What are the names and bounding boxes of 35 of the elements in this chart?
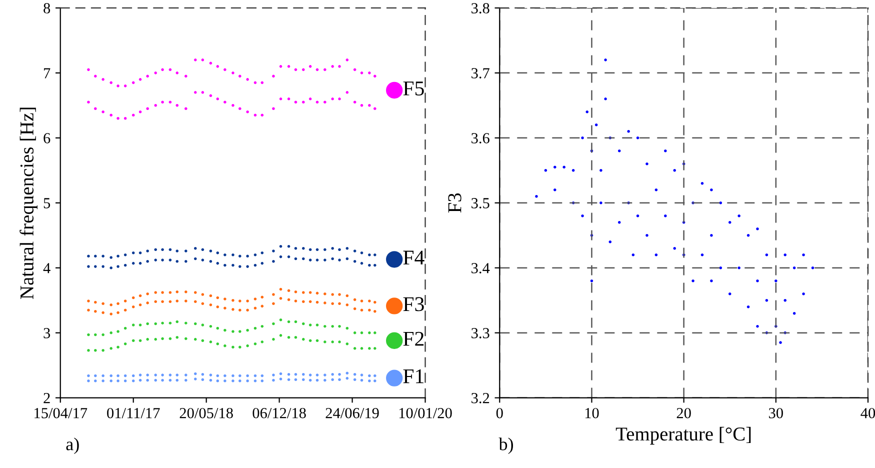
x-tick-label: 10: [585, 408, 599, 418]
legend-label: F2: [403, 332, 424, 346]
y-tick-label: 2: [44, 392, 50, 404]
x-tick-label: 15/04/17: [34, 408, 88, 418]
y-tick-label: 5: [44, 198, 50, 208]
y-tick-label: 3.3: [472, 328, 490, 338]
y-axis-title: F3: [448, 193, 462, 213]
y-tick-label: 3.8: [472, 3, 490, 14]
x-tick-label: 10/01/20: [399, 408, 452, 418]
y-tick-label: 7: [44, 68, 50, 78]
text: b): [498, 438, 513, 454]
x-tick-label: 06/12/18: [252, 408, 306, 418]
legend-label: F4: [403, 250, 424, 264]
y-tick-label: 3.5: [472, 198, 490, 208]
x-tick-label: 24/06/19: [326, 408, 379, 418]
x-axis-title: Temperature [°C]: [616, 426, 751, 445]
x-tick-label: 20/05/18: [180, 408, 233, 418]
x-tick-label: 01/11/17: [107, 408, 160, 418]
x-tick-label: 0: [496, 408, 503, 418]
y-tick-label: 6: [44, 133, 50, 144]
text: a): [66, 438, 79, 454]
x-tick-label: 30: [769, 408, 783, 418]
y-tick-label: 3.7: [472, 68, 490, 78]
y-tick-label: 3.6: [472, 133, 490, 144]
x-tick-label: 20: [676, 408, 691, 418]
y-axis-title: Natural frequencies [Hz]: [20, 108, 38, 299]
y-tick-label: 4: [43, 263, 50, 274]
y-tick-label: 3.2: [472, 392, 490, 404]
legend-label: F3: [403, 297, 424, 312]
x-tick-label: 40: [860, 408, 875, 418]
y-tick-label: 3.4: [472, 263, 490, 274]
y-tick-label: 8: [44, 3, 50, 14]
legend-label: F1: [403, 369, 424, 384]
legend-label: F5: [403, 82, 424, 96]
y-tick-label: 3: [44, 328, 50, 338]
